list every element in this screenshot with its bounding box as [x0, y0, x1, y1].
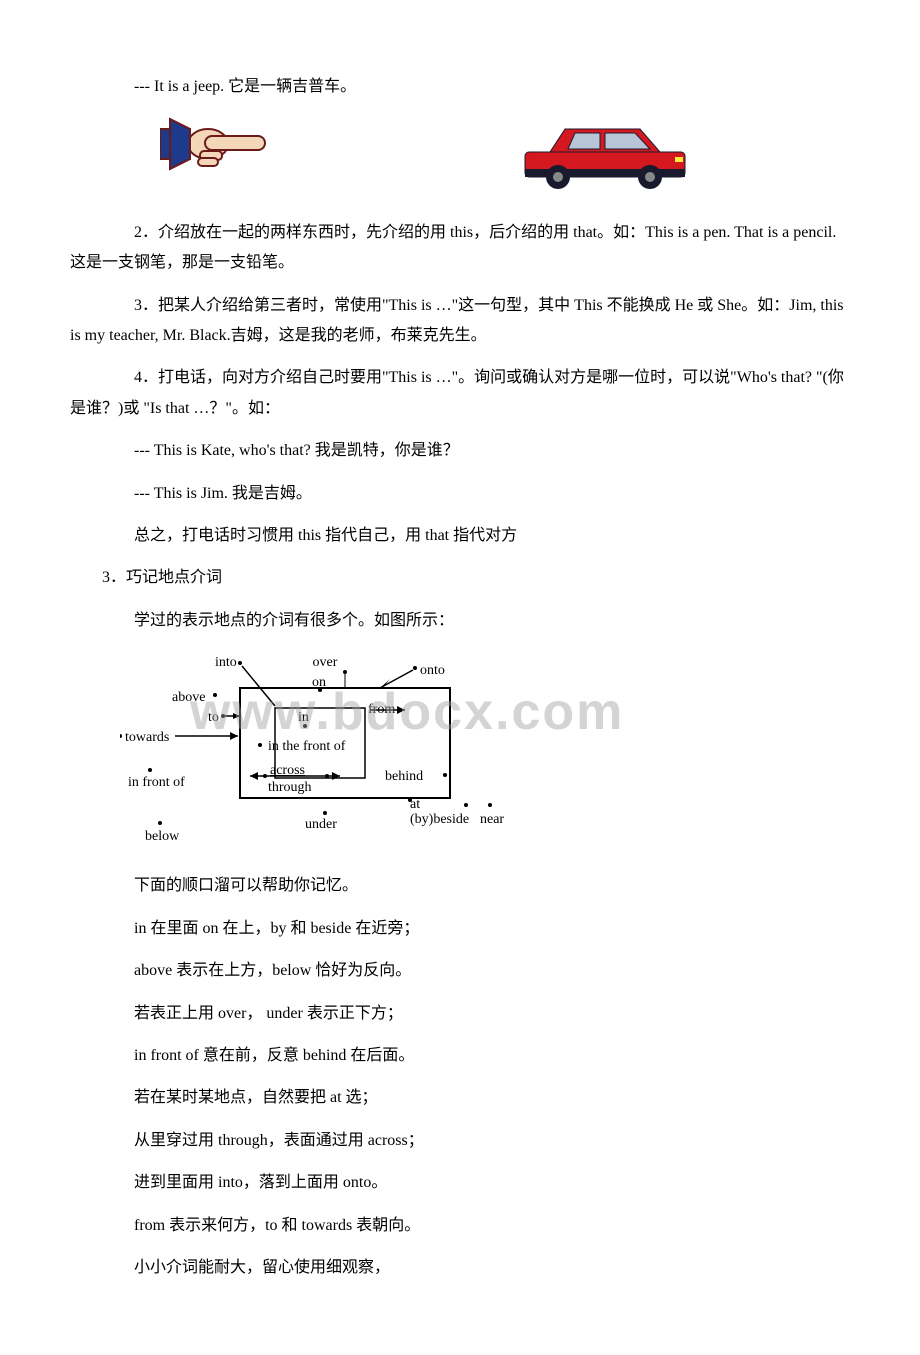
- rhyme-line-4: in front of 意在前，反意 behind 在后面。: [70, 1041, 850, 1071]
- label-in: in: [298, 710, 309, 725]
- pointing-hand-icon: [160, 114, 280, 205]
- label-in-the-front-of: in the front of: [268, 739, 346, 754]
- document-page: --- It is a jeep. 它是一辆吉普车。: [70, 72, 850, 1283]
- label-in-front-of: in front of: [128, 775, 185, 790]
- phone-example-1: --- This is Kate, who's that? 我是凯特，你是谁？: [70, 436, 850, 466]
- images-row: [160, 114, 850, 205]
- label-over: over: [313, 655, 338, 670]
- example-jeep: --- It is a jeep. 它是一辆吉普车。: [70, 72, 850, 102]
- label-near: near: [480, 812, 504, 827]
- rhyme-line-1: in 在里面 on 在上，by 和 beside 在近旁；: [70, 914, 850, 944]
- label-to: to: [208, 710, 219, 725]
- label-into: into: [215, 655, 237, 670]
- para-2-text: 2．介绍放在一起的两样东西时，先介绍的用 this，后介绍的用 that。如：T…: [70, 224, 836, 271]
- rhyme-line-6: 从里穿过用 through，表面通过用 across；: [70, 1126, 850, 1156]
- section-3-intro: 学过的表示地点的介词有很多个。如图所示：: [70, 606, 850, 636]
- preposition-diagram: www.bdocx.com into over onto on: [120, 648, 850, 859]
- phone-summary: 总之，打电话时习惯用 this 指代自己，用 that 指代对方: [70, 521, 850, 551]
- label-behind: behind: [385, 769, 423, 784]
- para-phone: 4．打电话，向对方介绍自己时要用"This is …"。询问或确认对方是哪一位时…: [70, 363, 850, 424]
- rhyme-line-3: 若表正上用 over， under 表示正下方；: [70, 999, 850, 1029]
- phone-example-2: --- This is Jim. 我是吉姆。: [70, 479, 850, 509]
- label-on: on: [312, 675, 326, 690]
- label-above: above: [172, 690, 205, 705]
- label-below: below: [145, 829, 180, 844]
- rhyme-line-7: 进到里面用 into，落到上面用 onto。: [70, 1168, 850, 1198]
- rhyme-line-8: from 表示来何方，to 和 towards 表朝向。: [70, 1211, 850, 1241]
- label-beside: (by)beside: [410, 812, 469, 827]
- para-3-text: 3．把某人介绍给第三者时，常使用"This is …"这一句型，其中 This …: [70, 297, 844, 344]
- red-car-icon: [520, 114, 690, 205]
- rhyme-line-2: above 表示在上方，below 恰好为反向。: [70, 956, 850, 986]
- label-towards: towards: [125, 730, 169, 745]
- rhyme-line-9: 小小介词能耐大，留心使用细观察，: [70, 1253, 850, 1283]
- rhyme-line-5: 若在某时某地点，自然要把 at 选；: [70, 1083, 850, 1113]
- label-through: through: [268, 780, 312, 795]
- para-this-that-intro: 2．介绍放在一起的两样东西时，先介绍的用 this，后介绍的用 that。如：T…: [70, 218, 850, 279]
- label-across: across: [270, 763, 305, 778]
- section-3-heading: 3．巧记地点介词: [70, 563, 850, 593]
- label-under: under: [305, 817, 337, 832]
- rhyme-intro: 下面的顺口溜可以帮助你记忆。: [70, 871, 850, 901]
- para-introduce-person: 3．把某人介绍给第三者时，常使用"This is …"这一句型，其中 This …: [70, 291, 850, 352]
- para-4-text: 4．打电话，向对方介绍自己时要用"This is …"。询问或确认对方是哪一位时…: [70, 369, 844, 416]
- label-onto: onto: [420, 663, 445, 678]
